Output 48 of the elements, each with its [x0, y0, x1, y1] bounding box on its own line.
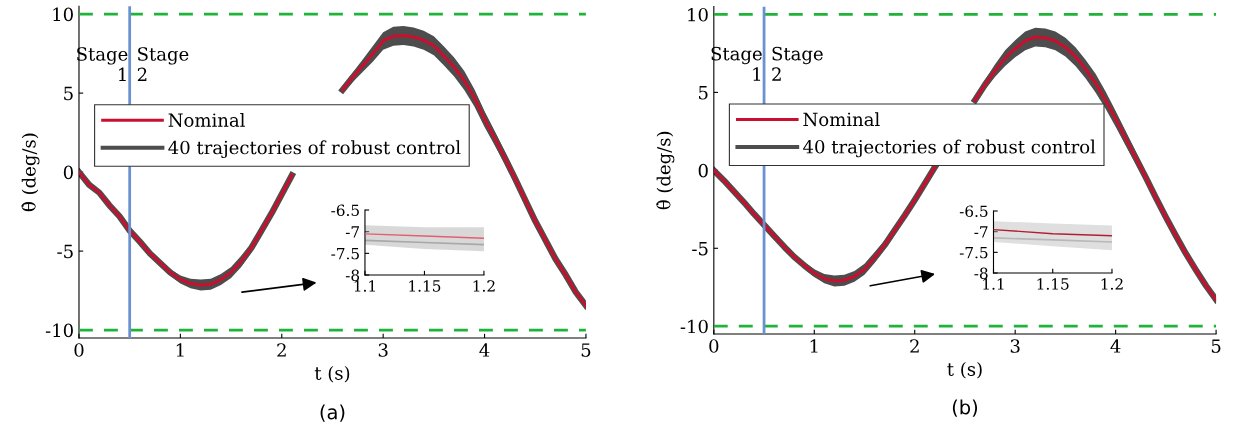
x-tick-label: 1 [176, 343, 184, 357]
y-tick-label: -10 [45, 323, 73, 338]
y-tick-label: -7 [974, 226, 988, 238]
y-tick-label: -5 [57, 244, 73, 259]
x-axis-title: t (s) [947, 361, 982, 379]
y-tick-label: 5 [64, 86, 73, 101]
x-tick-label: 1.1 [354, 280, 375, 292]
y-tick-label: 10 [53, 7, 73, 22]
annotation: Stage 2 [137, 47, 189, 82]
y-tick-label: -8 [345, 269, 360, 282]
x-tick-label: 2 [910, 339, 919, 353]
y-tick-label: -8 [974, 267, 988, 280]
x-tick-label: 1.2 [1101, 278, 1123, 290]
y-tick-label: -7.5 [959, 247, 988, 259]
y-tick-label: -7.5 [331, 248, 359, 260]
x-tick-label: 3 [378, 343, 388, 357]
y-tick-label: 5 [699, 86, 708, 100]
y-axis-title: θ̇ (deg/s) [656, 131, 675, 210]
x-tick-label: 0 [709, 339, 719, 353]
y-tick-label: 0 [63, 165, 73, 180]
x-tick-label: 1.15 [409, 280, 441, 292]
x-tick-label: 4 [479, 343, 490, 357]
x-tick-label: 3 [1010, 339, 1020, 353]
y-tick-label: 10 [688, 7, 708, 22]
legend-label: Nominal [168, 112, 245, 127]
x-tick-label: 5 [581, 343, 591, 357]
x-axis-title: t (s) [314, 365, 350, 383]
annotation: Stage 2 [772, 46, 823, 81]
x-tick-label: 1.2 [473, 280, 495, 292]
x-tick-label: 4 [1110, 339, 1121, 353]
text: (b) [952, 399, 978, 417]
y-tick-label: -7 [345, 226, 359, 238]
legend-label: Nominal [803, 112, 880, 127]
x-tick-label: 1.15 [1037, 278, 1069, 290]
text: (a) [320, 404, 345, 422]
y-axis-title: θ̇ (deg/s) [21, 133, 40, 212]
y-tick-label: -6.5 [959, 205, 988, 218]
x-tick-label: 1 [810, 339, 818, 353]
y-tick-label: -6.5 [331, 204, 359, 217]
legend-label: 40 trajectories of robust control [803, 139, 1096, 158]
legend-label: 40 trajectories of robust control [168, 140, 461, 159]
y-tick-label: -5 [692, 241, 708, 256]
y-tick-label: -10 [680, 319, 708, 334]
x-tick-label: 1.1 [983, 278, 1004, 290]
x-tick-label: 0 [74, 343, 84, 357]
y-tick-label: 0 [698, 163, 708, 178]
x-tick-label: 5 [1211, 339, 1221, 353]
x-tick-label: 2 [277, 343, 286, 357]
